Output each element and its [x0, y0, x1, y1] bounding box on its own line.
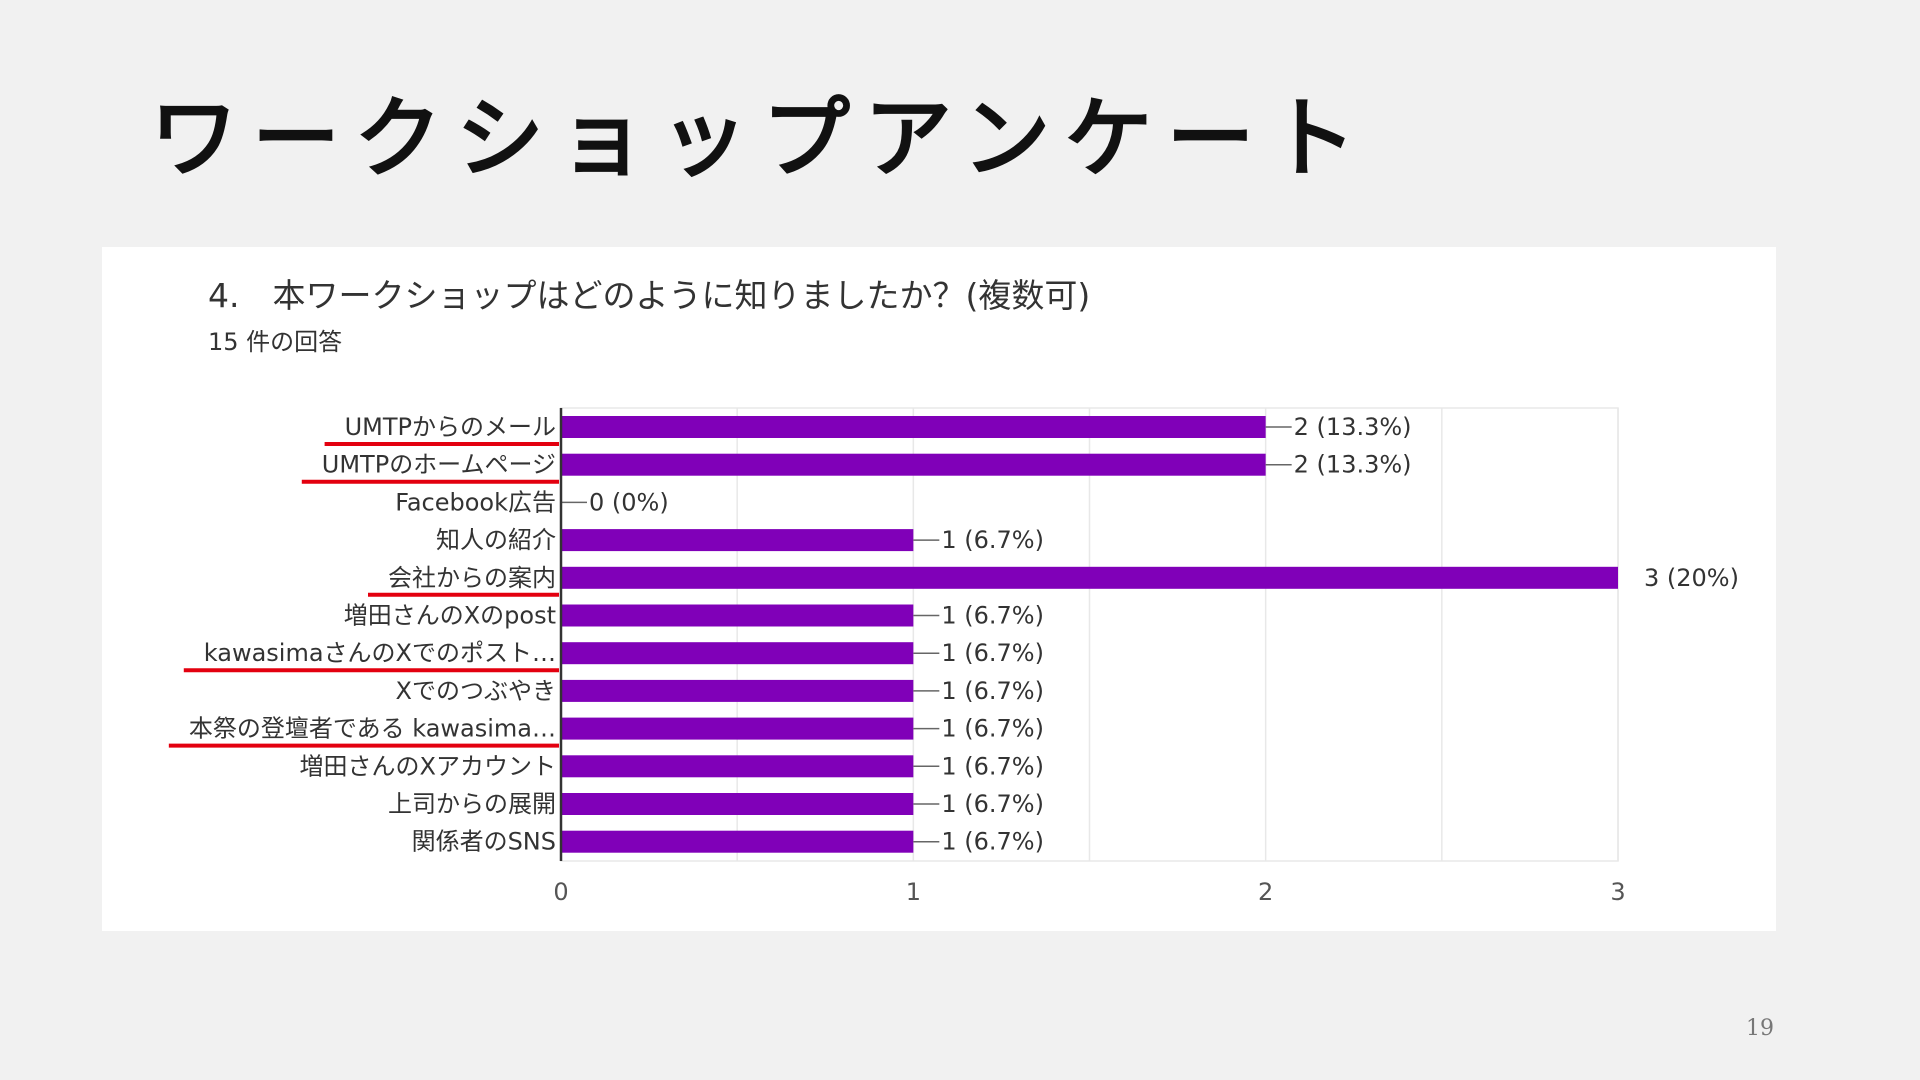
data-label: 1 (6.7%)	[941, 828, 1044, 856]
category-label: kawasimaさんのXでのポスト…	[204, 639, 556, 667]
data-label: 3 (20%)	[1644, 564, 1739, 592]
category-label: UMTPのホームページ	[322, 451, 556, 479]
bar	[561, 642, 914, 665]
bar	[561, 793, 914, 815]
bar	[561, 717, 914, 740]
bar	[561, 416, 1266, 438]
bar	[561, 566, 1618, 589]
data-label: 2 (13.3%)	[1294, 451, 1412, 479]
bar	[561, 604, 914, 627]
category-label: 増田さんのXアカウント	[300, 752, 556, 780]
category-label: Facebook広告	[395, 488, 556, 516]
category-label: 増田さんのXのpost	[344, 602, 556, 630]
chart-panel	[102, 247, 1776, 931]
category-label: 知人の紹介	[436, 526, 556, 554]
category-label: UMTPからのメール	[345, 413, 556, 441]
data-label: 1 (6.7%)	[941, 526, 1044, 554]
bar	[561, 755, 914, 778]
data-label: 1 (6.7%)	[941, 677, 1044, 705]
data-label: 1 (6.7%)	[941, 790, 1044, 818]
bar	[561, 830, 914, 853]
x-tick-label: 2	[1258, 878, 1273, 906]
question-title: 4. 本ワークショップはどのように知りましたか？(複数可)	[208, 276, 1091, 315]
data-label: 1 (6.7%)	[941, 602, 1044, 630]
x-tick-label: 0	[553, 878, 568, 906]
slide-title: ワークショップアンケート	[150, 87, 1371, 190]
bar	[561, 453, 1266, 476]
category-label: 関係者のSNS	[412, 828, 556, 856]
data-label: 1 (6.7%)	[941, 752, 1044, 780]
page-number: 19	[1746, 1016, 1774, 1041]
x-tick-label: 3	[1610, 878, 1625, 906]
data-label: 0 (0%)	[589, 488, 669, 516]
bar	[561, 529, 914, 552]
data-label: 2 (13.3%)	[1294, 413, 1412, 441]
category-label: 上司からの展開	[388, 790, 556, 818]
bar	[561, 679, 914, 702]
category-label: 会社からの案内	[388, 564, 556, 592]
data-label: 1 (6.7%)	[941, 639, 1044, 667]
category-label: Xでのつぶやき	[396, 677, 556, 705]
category-label: 本祭の登壇者である kawasima…	[189, 715, 556, 743]
x-tick-label: 1	[906, 878, 921, 906]
data-label: 1 (6.7%)	[941, 715, 1044, 743]
response-count: 15 件の回答	[208, 328, 343, 356]
